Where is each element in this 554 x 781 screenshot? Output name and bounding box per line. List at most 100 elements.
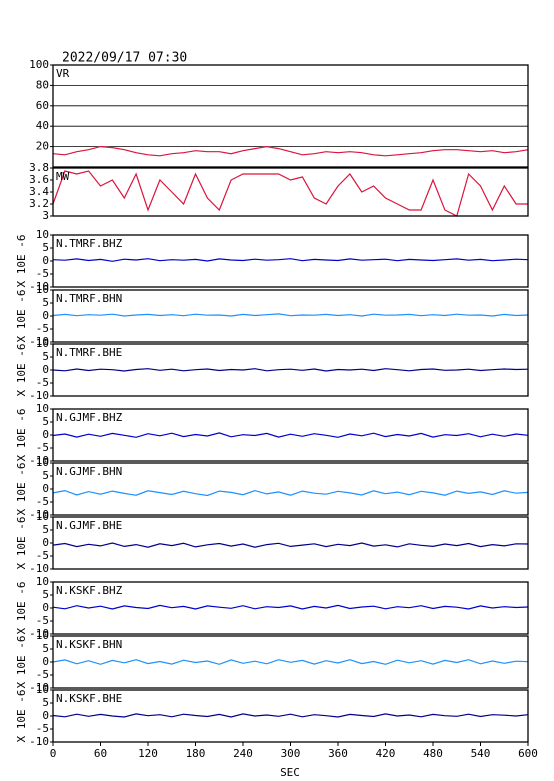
y-tick-label: -10	[29, 627, 49, 640]
panel-label: N.GJMF.BHN	[56, 465, 122, 478]
y-tick-label: -10	[29, 735, 49, 748]
chart-title: 2022/09/17 07:30	[62, 51, 187, 66]
trace	[52, 659, 529, 665]
panel-frame	[52, 516, 529, 570]
panel-label: N.TMRF.BHN	[56, 292, 122, 305]
panel-label: N.KSKF.BHN	[56, 638, 122, 651]
y-tick-label: 80	[36, 78, 49, 91]
x-tick-label: 0	[50, 747, 57, 760]
y-tick-label: 0	[42, 482, 49, 495]
y-tick-label: 5	[42, 350, 49, 363]
x-tick-label: 240	[233, 747, 253, 760]
y-tick-label: 5	[42, 696, 49, 709]
y-axis-label: X 10E -6	[15, 235, 28, 288]
panel-frame	[52, 343, 529, 397]
x-tick-label: 60	[94, 747, 107, 760]
x-tick-label: 180	[186, 747, 206, 760]
trace	[52, 368, 529, 372]
panel-frame	[52, 234, 529, 288]
panel-label: N.TMRF.BHZ	[56, 237, 123, 250]
y-tick-label: 0	[42, 254, 49, 267]
y-tick-label: -10	[29, 389, 49, 402]
y-axis-label: X 10E -6	[15, 690, 28, 743]
y-tick-label: 5	[42, 296, 49, 309]
y-tick-label: 5	[42, 588, 49, 601]
x-tick-label: 360	[328, 747, 348, 760]
y-tick-label: -10	[29, 280, 49, 293]
y-tick-label: 10	[36, 683, 49, 696]
y-tick-label: -5	[36, 495, 49, 508]
panel-label: N.KSKF.BHZ	[56, 584, 123, 597]
panel-label: N.KSKF.BHE	[56, 692, 122, 705]
y-tick-label: 0	[42, 709, 49, 722]
panel-frame	[52, 581, 529, 635]
y-tick-label: 10	[36, 337, 49, 350]
y-tick-label: 5	[42, 241, 49, 254]
x-tick-label: 300	[281, 747, 301, 760]
y-tick-label: 5	[42, 523, 49, 536]
y-tick-label: 10	[36, 510, 49, 523]
y-tick-label: -10	[29, 335, 49, 348]
x-axis-label: SEC	[280, 766, 300, 779]
trace	[52, 542, 529, 548]
panel-frame	[52, 289, 529, 343]
y-axis-label: X 10E -6	[15, 344, 28, 397]
y-tick-label: 10	[36, 402, 49, 415]
y-tick-label: 40	[36, 119, 49, 132]
y-axis-label: X 10E -6	[15, 582, 28, 635]
y-tick-label: -5	[36, 722, 49, 735]
trace	[52, 258, 529, 262]
trace	[52, 170, 528, 217]
y-tick-label: -5	[36, 441, 49, 454]
x-tick-label: 540	[471, 747, 491, 760]
panel-frame	[52, 462, 529, 516]
y-tick-label: 3.4	[29, 185, 49, 198]
trace	[52, 313, 529, 317]
y-tick-label: -10	[29, 681, 49, 694]
y-tick-label: 10	[36, 575, 49, 588]
y-tick-label: 10	[36, 456, 49, 469]
y-tick-label: 10	[36, 283, 49, 296]
y-tick-label: 10	[36, 629, 49, 642]
panel-frame	[52, 635, 529, 689]
x-tick-label: 600	[518, 747, 538, 760]
y-tick-label: -5	[36, 614, 49, 627]
y-tick-label: -5	[36, 668, 49, 681]
x-tick-label: 480	[423, 747, 443, 760]
trace	[52, 489, 529, 497]
panel-frame	[52, 167, 529, 217]
y-tick-label: 100	[29, 58, 49, 71]
y-tick-label: 0	[42, 309, 49, 322]
y-tick-label: 0	[42, 601, 49, 614]
y-tick-label: 20	[36, 140, 49, 153]
y-tick-label: -5	[36, 549, 49, 562]
y-tick-label: 0	[42, 363, 49, 376]
panel-frame	[52, 64, 529, 168]
y-tick-label: -10	[29, 454, 49, 467]
panel-label: N.TMRF.BHE	[56, 346, 122, 359]
y-tick-label: 3	[42, 209, 49, 222]
panel-frame	[52, 408, 529, 462]
y-axis-label: X 10E -6	[15, 517, 28, 570]
y-tick-label: 0	[42, 536, 49, 549]
panel-label: N.GJMF.BHZ	[56, 411, 123, 424]
y-tick-label: 10	[36, 228, 49, 241]
trace	[52, 713, 529, 718]
y-tick-label: -5	[36, 376, 49, 389]
y-tick-label: 3.6	[29, 173, 49, 186]
trace	[52, 432, 529, 438]
y-tick-label: 5	[42, 469, 49, 482]
x-tick-label: 420	[376, 747, 396, 760]
panel-label: MW	[56, 170, 70, 183]
y-tick-label: 5	[42, 415, 49, 428]
y-tick-label: 3.2	[29, 197, 49, 210]
y-tick-label: 0	[42, 655, 49, 668]
y-axis-label: X 10E -6	[15, 463, 28, 516]
y-tick-label: 60	[36, 99, 49, 112]
y-tick-label: 0	[42, 428, 49, 441]
y-axis-label: X 10E -6	[15, 290, 28, 343]
y-tick-label: -5	[36, 322, 49, 335]
trace	[52, 604, 529, 610]
